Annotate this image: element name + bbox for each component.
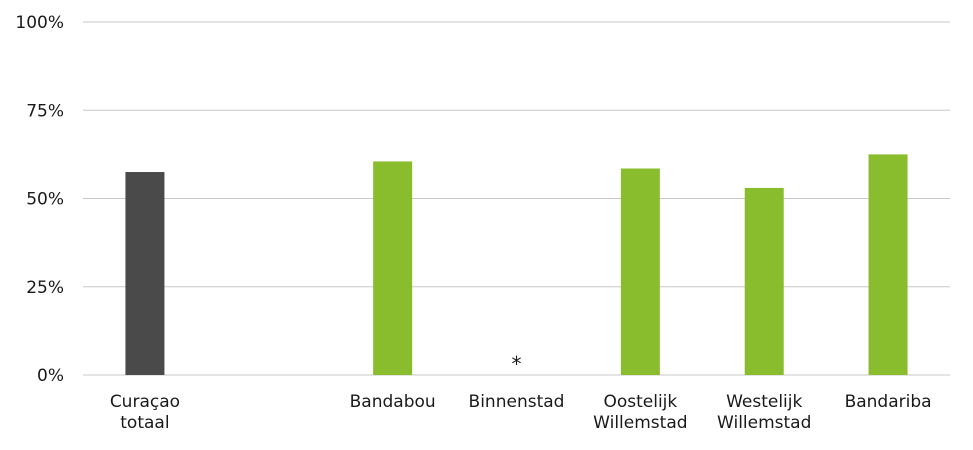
gridlines	[83, 21, 950, 376]
x-category-label: Oostelijk Willemstad	[593, 392, 687, 433]
y-tick-label: 100%	[15, 13, 64, 33]
y-tick-label: 0%	[37, 366, 64, 386]
x-category-label: Curaçao totaal	[110, 392, 180, 433]
bar	[620, 168, 660, 375]
bar	[868, 154, 908, 375]
markers: *	[512, 352, 522, 376]
bar	[125, 172, 165, 375]
x-category-label: Bandabou	[350, 392, 436, 412]
bar	[744, 187, 784, 375]
y-tick-label: 50%	[26, 190, 64, 210]
bar	[373, 161, 413, 375]
bars	[125, 154, 908, 375]
asterisk-marker: *	[512, 352, 522, 376]
x-axis-category-labels: Curaçao totaal Bandabou Binnenstad Oostelijk…	[110, 392, 932, 433]
x-category-label: Binnenstad	[469, 392, 565, 412]
x-category-label: Bandariba	[845, 392, 932, 412]
y-axis-tick-labels: 0% 25% 50% 75% 100%	[15, 13, 64, 386]
y-tick-label: 25%	[26, 278, 64, 298]
y-tick-label: 75%	[26, 101, 64, 121]
x-category-label: Westelijk Willemstad	[717, 392, 811, 433]
